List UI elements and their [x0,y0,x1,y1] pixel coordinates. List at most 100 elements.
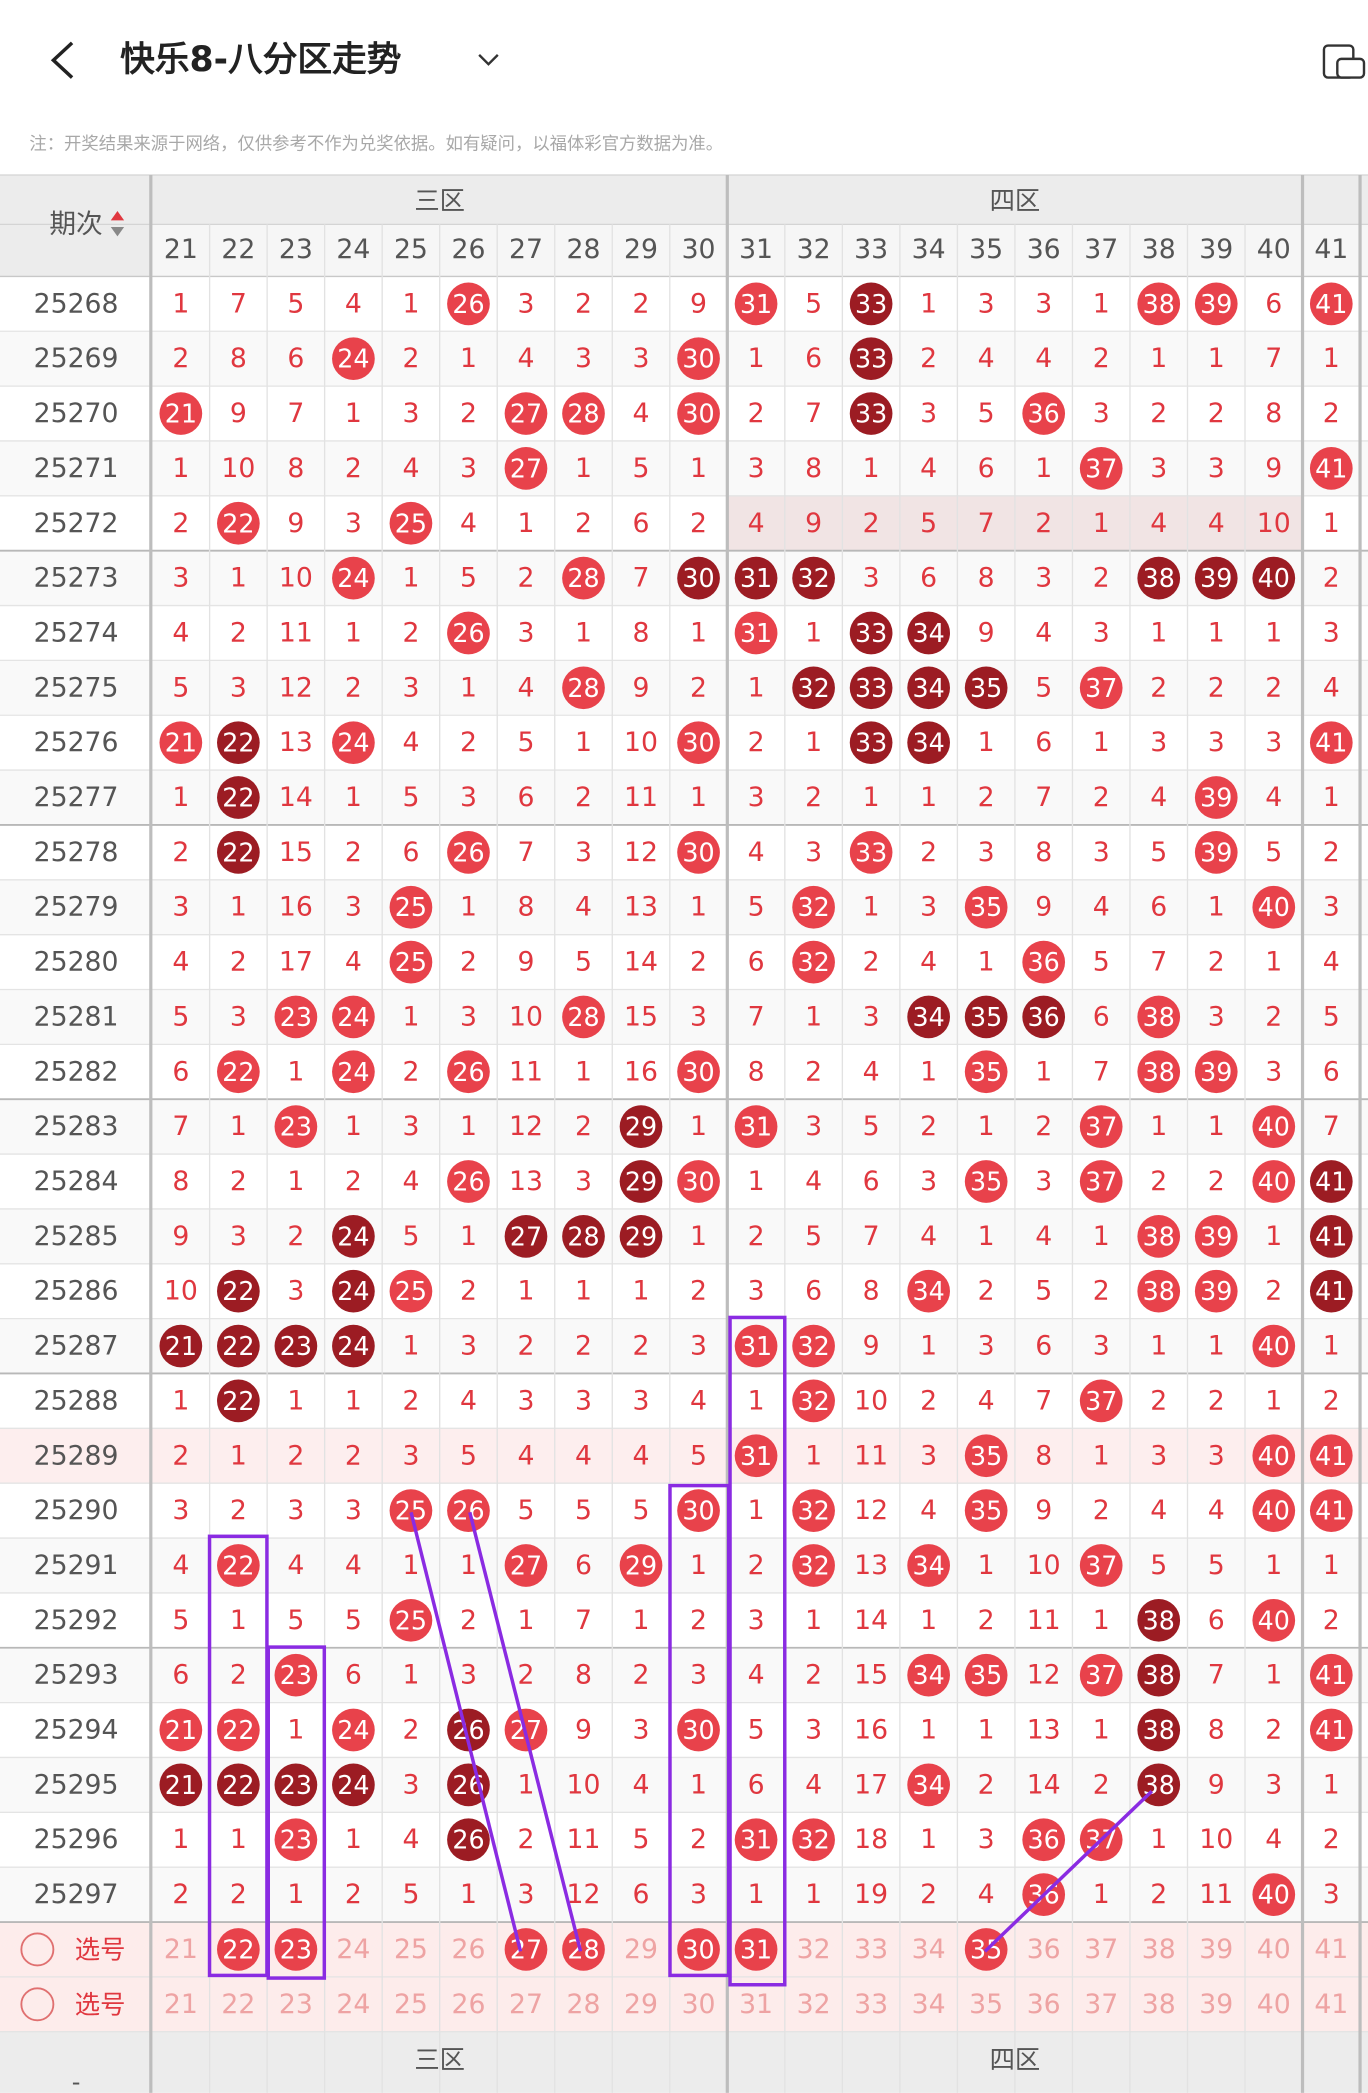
select-number[interactable]: 30 [682,1989,716,2020]
select-number[interactable]: 40 [1257,1934,1291,1965]
miss-count: 6 [1208,1605,1225,1636]
picked-number[interactable]: 31 [740,1934,772,1964]
ball-number: 34 [913,728,945,758]
picked-ball[interactable] [504,1928,548,1971]
select-number[interactable]: 24 [336,1934,370,1965]
miss-count: 3 [920,398,937,429]
select-number[interactable]: 27 [509,1989,543,2020]
title-dropdown[interactable] [478,54,499,66]
miss-count: 2 [863,508,880,539]
miss-count: 8 [748,1056,765,1087]
ball [1194,831,1238,874]
column-header: 36 [1027,234,1061,265]
select-number[interactable]: 26 [451,1934,485,1965]
miss-count: 1 [230,1605,247,1636]
ball-number: 30 [682,399,714,429]
column-header: 38 [1142,234,1176,265]
select-number[interactable]: 22 [221,1989,255,2020]
select-number[interactable]: 21 [164,1934,198,1965]
select-number[interactable]: 33 [854,1989,888,2020]
ball-number: 39 [1200,837,1232,867]
select-number[interactable]: 32 [797,1989,831,2020]
select-number[interactable]: 23 [279,1989,313,2020]
miss-count: 3 [1150,453,1167,484]
back-button[interactable] [50,41,74,79]
select-number[interactable]: 32 [797,1934,831,1965]
miss-count: 2 [172,508,189,539]
select-number[interactable]: 25 [394,1934,428,1965]
picked-number[interactable]: 27 [510,1934,542,1964]
select-number[interactable]: 34 [912,1934,946,1965]
miss-count: 3 [1323,1879,1340,1910]
picked-number[interactable]: 22 [222,1934,254,1964]
miss-count: 2 [690,1824,707,1855]
miss-count: 7 [517,837,534,868]
miss-count: 2 [920,837,937,868]
ball [274,1653,318,1697]
select-number[interactable]: 38 [1142,1989,1176,2020]
select-toggle[interactable] [20,1987,55,2022]
miss-count: 2 [172,1440,189,1471]
miss-count: 1 [633,1605,650,1636]
picked-ball[interactable] [734,1928,778,1971]
select-number[interactable]: 26 [451,1989,485,2020]
select-number[interactable]: 24 [336,1989,370,2020]
select-number[interactable]: 36 [1027,1989,1061,2020]
miss-count: 1 [805,727,822,758]
picked-number[interactable]: 28 [567,1934,599,1964]
orientation-button[interactable] [1322,44,1366,79]
select-number[interactable]: 31 [739,1989,773,2020]
select-number[interactable]: 37 [1084,1934,1118,1965]
ball-number: 40 [1258,1112,1290,1142]
select-number[interactable]: 33 [854,1934,888,1965]
miss-count: 3 [1265,727,1282,758]
select-number[interactable]: 41 [1314,1934,1348,1965]
select-number[interactable]: 29 [624,1934,658,1965]
select-number[interactable]: 35 [969,1989,1003,2020]
ball [1309,447,1353,490]
select-number[interactable]: 38 [1142,1934,1176,1965]
select-number[interactable]: 21 [164,1989,198,2020]
miss-count: 1 [402,563,419,594]
picked-ball[interactable] [677,1928,720,1971]
picked-ball[interactable] [274,1928,318,1971]
miss-count: 13 [1027,1715,1061,1746]
miss-count: 6 [287,343,304,374]
select-number[interactable]: 39 [1199,1934,1233,1965]
select-number[interactable]: 29 [624,1989,658,2020]
miss-count: 1 [805,1605,822,1636]
miss-count: 3 [172,563,189,594]
picked-number[interactable]: 30 [682,1934,714,1964]
select-number[interactable]: 41 [1314,1989,1348,2020]
ball [907,1653,950,1697]
ball-number: 40 [1258,1166,1290,1196]
miss-count: 1 [345,782,362,813]
select-number[interactable]: 28 [567,1989,601,2020]
select-number[interactable]: 36 [1027,1934,1061,1965]
ball-number: 40 [1258,892,1290,922]
miss-count: 3 [633,1715,650,1746]
picked-ball[interactable] [217,1928,260,1971]
miss-count: 1 [287,1385,304,1416]
select-toggle[interactable] [20,1932,55,1967]
select-number[interactable]: 34 [912,1989,946,2020]
miss-count: 7 [1035,782,1052,813]
select-number[interactable]: 40 [1257,1989,1291,2020]
select-number[interactable]: 37 [1084,1989,1118,2020]
icon-frame [1336,57,1366,79]
ball-number: 33 [855,344,887,374]
miss-count: 6 [575,1550,592,1581]
miss-count: 2 [805,1660,822,1691]
period-cell: 25294 [34,1715,119,1746]
miss-count: 6 [1265,288,1282,319]
miss-count: 2 [920,1879,937,1910]
select-number[interactable]: 39 [1199,1989,1233,2020]
picked-number[interactable]: 23 [280,1934,312,1964]
ball [217,776,260,819]
picked-ball[interactable] [562,1928,605,1971]
miss-count: 4 [1323,947,1340,978]
ball-number: 38 [1143,1057,1175,1087]
ball [159,1708,203,1752]
select-number[interactable]: 25 [394,1989,428,2020]
miss-count: 3 [1035,563,1052,594]
